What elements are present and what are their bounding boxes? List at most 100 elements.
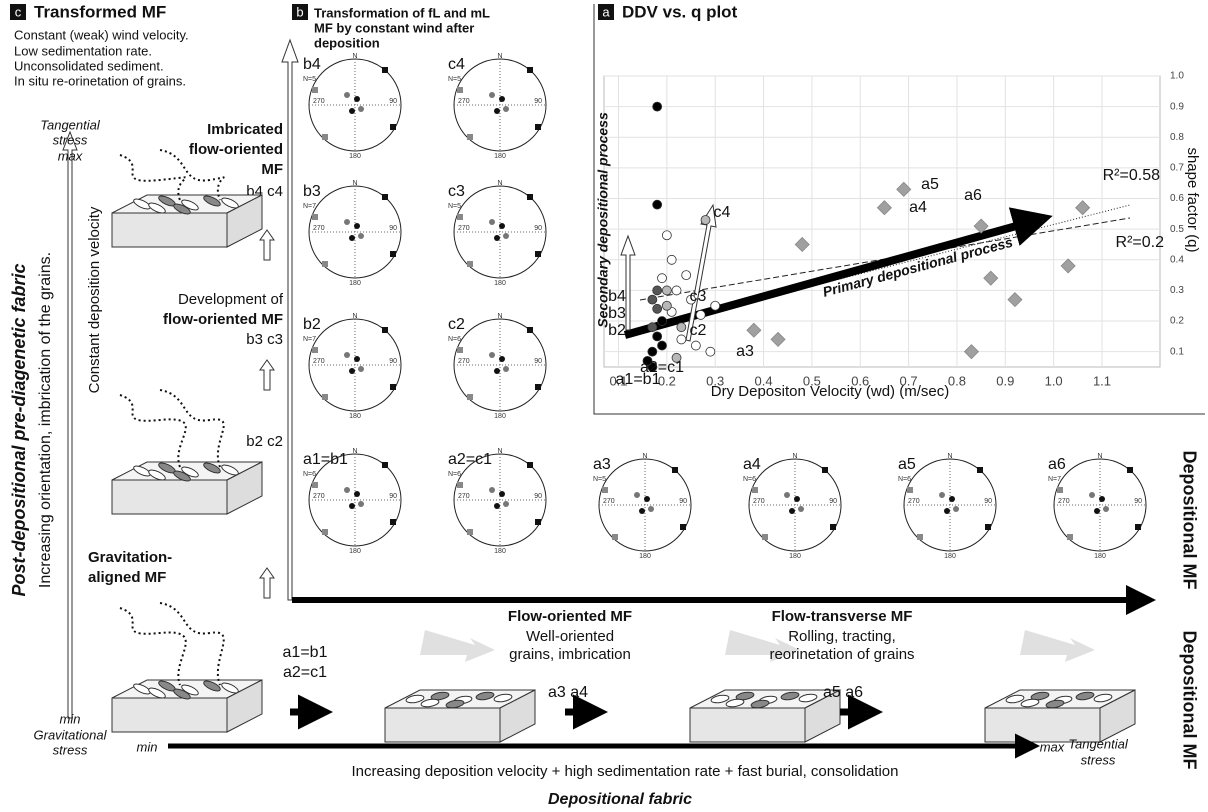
grain	[203, 195, 221, 207]
label: 180	[349, 153, 361, 160]
data-point	[647, 322, 658, 333]
orientation-square	[1135, 524, 1141, 530]
orientation-square	[822, 467, 828, 473]
grain	[1075, 691, 1095, 701]
label: 90	[389, 493, 397, 500]
orientation-point	[499, 96, 505, 102]
block-front	[111, 697, 228, 733]
data-point	[657, 340, 667, 351]
label: 0.5	[1170, 224, 1184, 235]
label: 0.7	[1170, 163, 1184, 174]
grain	[203, 462, 221, 474]
orientation-square	[467, 529, 473, 535]
trajectory	[159, 389, 225, 468]
orientation-point	[949, 496, 955, 502]
orientation-point	[1099, 496, 1105, 502]
label: N	[352, 313, 357, 320]
block-front	[111, 212, 228, 248]
orientation-point	[358, 233, 364, 239]
label: 0.5	[803, 373, 821, 388]
orientation-point	[494, 503, 500, 509]
grain	[420, 698, 440, 708]
orientation-square	[830, 524, 836, 530]
grain	[1020, 698, 1040, 708]
grain	[148, 202, 166, 214]
label: shape factor (q)	[1184, 147, 1201, 252]
label: a1=b1	[616, 371, 661, 388]
label: a5	[898, 456, 916, 473]
label: Tangential	[40, 117, 101, 132]
data-point	[661, 300, 672, 311]
label: 180	[349, 413, 361, 420]
grain	[181, 199, 199, 211]
data-point	[652, 303, 663, 314]
orientation-point	[358, 501, 364, 507]
orientation-square	[467, 134, 473, 140]
label: b4	[303, 56, 321, 73]
label: 0.1	[609, 373, 627, 388]
label: N=5	[448, 203, 461, 210]
orientation-square	[602, 487, 608, 493]
label: N=6	[448, 471, 461, 478]
data-point	[671, 352, 682, 363]
label: 0.2	[1170, 316, 1184, 327]
label: 90	[534, 225, 542, 232]
orientation-square	[322, 134, 328, 140]
label: c4	[714, 204, 731, 221]
label: max	[58, 148, 83, 163]
label: stress	[53, 742, 88, 757]
data-point	[652, 285, 663, 296]
data-point	[973, 218, 989, 234]
label: 90	[679, 498, 687, 505]
block-diagram	[111, 194, 263, 248]
label: b2	[608, 322, 626, 339]
label: Flow-transverse MF	[772, 608, 913, 625]
plot-area	[603, 75, 1161, 368]
label: b3	[303, 183, 321, 200]
block-diagram	[111, 679, 263, 733]
data-point	[876, 200, 892, 216]
label: R²=0.58	[1103, 167, 1160, 184]
orientation-square	[312, 482, 318, 488]
label: 90	[1134, 498, 1142, 505]
orientation-point	[344, 92, 350, 98]
panel-a-border	[593, 4, 1205, 415]
orientation-square	[680, 524, 686, 530]
label: N=5	[593, 476, 606, 483]
grain	[173, 203, 191, 215]
data-point	[1007, 292, 1023, 308]
block-side	[499, 689, 536, 743]
label: 270	[313, 493, 325, 500]
orientation-square	[527, 67, 533, 73]
label: Dry Depositon Velocity (wd) (m/sec)	[711, 383, 949, 400]
label: 180	[1094, 553, 1106, 560]
label: grains, imbrication	[509, 646, 631, 663]
wind-arrow	[1020, 630, 1095, 662]
grain	[173, 688, 191, 700]
label: 0.6	[1170, 193, 1184, 204]
label: 0.9	[1170, 101, 1184, 112]
data-point	[746, 322, 762, 338]
data-point	[652, 199, 663, 210]
orientation-square	[467, 394, 473, 400]
label: a2=c1	[448, 451, 492, 468]
label: Well-oriented	[526, 628, 614, 645]
grain	[750, 699, 770, 709]
label: Transformed MF	[34, 2, 166, 21]
label: a2=c1	[640, 359, 684, 376]
grain	[148, 687, 166, 699]
label: a3	[736, 343, 754, 360]
label: 0.1	[1170, 346, 1184, 357]
orientation-point	[789, 508, 795, 514]
label: 90	[829, 498, 837, 505]
orientation-point	[944, 508, 950, 514]
orientation-square	[382, 67, 388, 73]
label: a1=b1	[303, 451, 348, 468]
orientation-point	[494, 368, 500, 374]
orientation-square	[985, 524, 991, 530]
orientation-point	[349, 503, 355, 509]
label: Tangential	[1068, 736, 1129, 751]
label: Secondary depositional process	[595, 112, 611, 328]
grain	[735, 691, 755, 701]
label: a4	[743, 456, 761, 473]
